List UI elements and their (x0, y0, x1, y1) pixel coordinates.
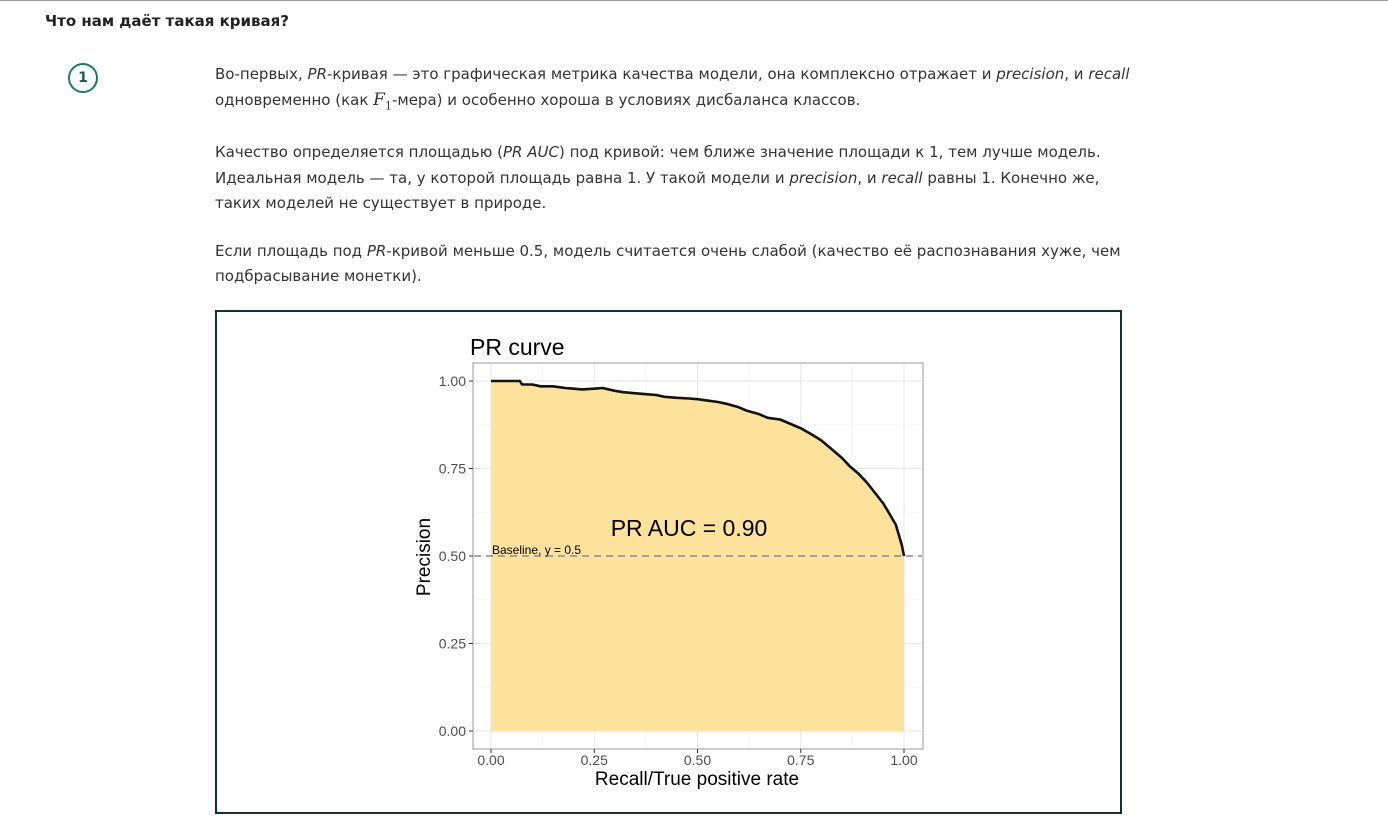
formula-letter: F (373, 89, 385, 110)
text: Если площадь под (215, 241, 367, 260)
text: , и (857, 168, 882, 187)
f1-formula: F1 (373, 89, 392, 112)
x-tick-label: 0.00 (477, 752, 504, 768)
y-tick-label: 0.25 (439, 636, 466, 652)
text: Качество определяется площадью ( (215, 143, 504, 162)
text: ) под кривой: чем ближе значение площади… (215, 143, 1101, 187)
paragraph-pr-auc: Качество определяется площадью (PR AUC) … (215, 140, 1135, 217)
text: -мера) и особенно хороша в условиях дисб… (391, 90, 861, 109)
tick-layer: 0.00 0.25 0.50 0.75 1.00 0.00 0.25 0.50 0.75 1.00 (439, 373, 918, 768)
curve-layer (491, 379, 906, 557)
term-recall: recall (1088, 65, 1130, 83)
section-heading: Что нам даёт такая кривая? (45, 12, 289, 30)
auc-annotation: PR AUC = 0.90 (611, 515, 768, 541)
y-tick-label: 0.00 (439, 723, 466, 739)
y-tick-label: 0.50 (439, 548, 466, 564)
y-axis-label: Precision (414, 518, 435, 596)
area-layer (491, 381, 904, 731)
paragraph-weak-model: Если площадь под PR-кривой меньше 0.5, м… (215, 239, 1135, 290)
pr-curve-figure: PR curve 0.00 0.25 0.50 0.75 1.00 0.00 0.25 0.5… (215, 310, 1122, 814)
x-tick-label: 0.75 (787, 752, 814, 768)
term-pr: PR (366, 241, 387, 260)
y-tick-label: 0.75 (439, 461, 466, 477)
text: , и (1064, 65, 1089, 83)
term-pr: PR (307, 65, 328, 83)
step-number-badge: 1 (68, 63, 98, 93)
chart-title: PR curve (470, 334, 565, 360)
x-tick-label: 0.50 (684, 752, 711, 768)
x-axis-label: Recall/True positive rate (595, 769, 799, 790)
text: одновременно (как (215, 90, 374, 109)
text: -кривой меньше 0.5, модель считается оче… (215, 241, 1121, 286)
text: -кривая — это графическая метрика качест… (327, 65, 997, 83)
pr-curve-chart: PR curve 0.00 0.25 0.50 0.75 1.00 0.00 0.25 0.5… (414, 334, 924, 790)
text: равны 1. Конечно же, таких моделей не су… (215, 168, 1100, 213)
baseline-label: Baseline, y = 0.5 (492, 543, 581, 557)
pr-curve-line (491, 379, 906, 557)
text: Во-первых, (215, 65, 308, 83)
x-tick-label: 0.25 (581, 752, 608, 768)
term-recall: recall (881, 168, 923, 187)
term-precision: precision (996, 65, 1065, 83)
paragraph-pr-curve-intro: Во-первых, PR-кривая — это графическая м… (215, 62, 1135, 118)
y-tick-label: 1.00 (439, 373, 466, 389)
area-fill (491, 381, 904, 731)
term-pr-auc: PR AUC (503, 143, 559, 162)
term-precision: precision (789, 168, 858, 187)
top-divider (0, 0, 1388, 1)
step-content: Во-первых, PR-кривая — это графическая м… (215, 62, 1135, 312)
x-tick-label: 1.00 (890, 752, 917, 768)
formula-subscript: 1 (384, 98, 392, 112)
